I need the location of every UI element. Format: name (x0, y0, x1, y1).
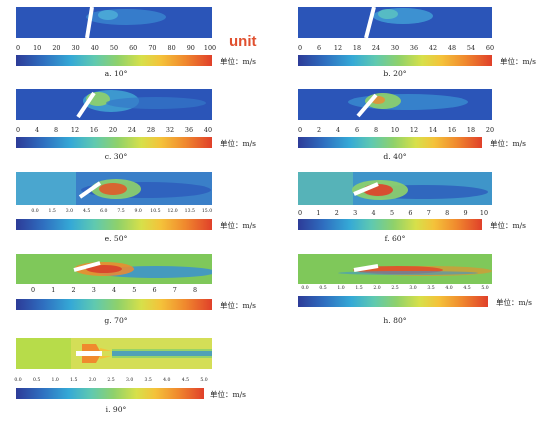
valve-plate (76, 351, 102, 356)
unit-label-g: 单位：m/s (220, 301, 256, 310)
valve-plate (76, 91, 96, 119)
caption-f: f. 60° (384, 234, 406, 243)
valve-plate (78, 181, 102, 199)
velocity-field-e (16, 172, 212, 205)
tick-labels-c: 0 4 8 12 16 20 24 28 32 36 40 (15, 126, 213, 134)
velocity-field-d (298, 89, 492, 120)
contour-a (16, 7, 212, 38)
unit-label-i: 单位：m/s (210, 390, 246, 399)
colorbar-d (298, 137, 482, 148)
unit-label-h: 单位：m/s (496, 298, 532, 307)
contour-g (16, 254, 212, 284)
tick-labels-f: 0 1 2 3 4 5 6 7 8 9 10 (297, 209, 489, 217)
contour-h (298, 254, 492, 284)
tick-labels-e: 0.0 1.5 3.0 4.5 6.0 7.5 9.0 10.5 12.0 13.5 15.0 (31, 209, 213, 214)
velocity-field-h (298, 254, 492, 284)
unit-label-d: 单位：m/s (490, 139, 526, 148)
colorbar-h (298, 296, 488, 307)
valve-plate (353, 182, 379, 196)
colorbar-i (16, 388, 204, 399)
caption-e: e. 50° (104, 234, 128, 243)
colorbar-a (16, 55, 212, 66)
tick-labels-b: 0 6 12 18 24 30 36 42 48 54 60 (297, 44, 495, 52)
unit-label-e: 单位：m/s (220, 221, 256, 230)
caption-i: i. 90° (105, 405, 127, 414)
caption-b: b. 20° (383, 69, 407, 78)
unit-label-b: 单位：m/s (500, 57, 536, 66)
valve-plate (73, 261, 101, 272)
caption-a: a. 10° (104, 69, 128, 78)
caption-c: c. 30° (104, 152, 128, 161)
caption-d: d. 40° (383, 152, 407, 161)
velocity-field-f (298, 172, 492, 205)
velocity-field-g (16, 254, 212, 284)
colorbar-g (16, 299, 212, 310)
valve-plate (356, 93, 378, 118)
tick-labels-d: 0 2 4 6 8 10 12 14 16 18 20 (297, 126, 495, 134)
valve-plate (85, 7, 94, 38)
contour-i (16, 338, 212, 369)
velocity-field-i (16, 338, 212, 369)
contour-c (16, 89, 212, 120)
colorbar-e (16, 219, 212, 230)
unit-annotation: unit (229, 33, 257, 50)
unit-label-c: 单位：m/s (220, 139, 256, 148)
unit-label-a: 单位：m/s (220, 57, 256, 66)
colorbar-f (298, 219, 482, 230)
contour-d (298, 89, 492, 120)
contour-b (298, 7, 492, 38)
valve-plate (364, 7, 376, 38)
contour-f (298, 172, 492, 205)
valve-plate (353, 264, 379, 272)
velocity-field-a (16, 7, 212, 38)
caption-g: g. 70° (104, 316, 128, 325)
tick-labels-a: 0 10 20 30 40 50 60 70 80 90 100 (15, 44, 217, 52)
tick-labels-h: 0.0 0.5 1.0 1.5 2.0 2.5 3.0 3.5 4.0 4.5 5.0 (301, 286, 489, 291)
colorbar-c (16, 137, 212, 148)
velocity-field-b (298, 7, 492, 38)
contour-e (16, 172, 212, 205)
caption-h: h. 80° (383, 316, 407, 325)
tick-labels-i: 0.0 0.5 1.0 1.5 2.0 2.5 3.0 3.5 4.0 4.5 5.0 (14, 378, 208, 383)
velocity-field-c (16, 89, 212, 120)
unit-label-f: 单位：m/s (490, 221, 526, 230)
colorbar-b (298, 55, 492, 66)
